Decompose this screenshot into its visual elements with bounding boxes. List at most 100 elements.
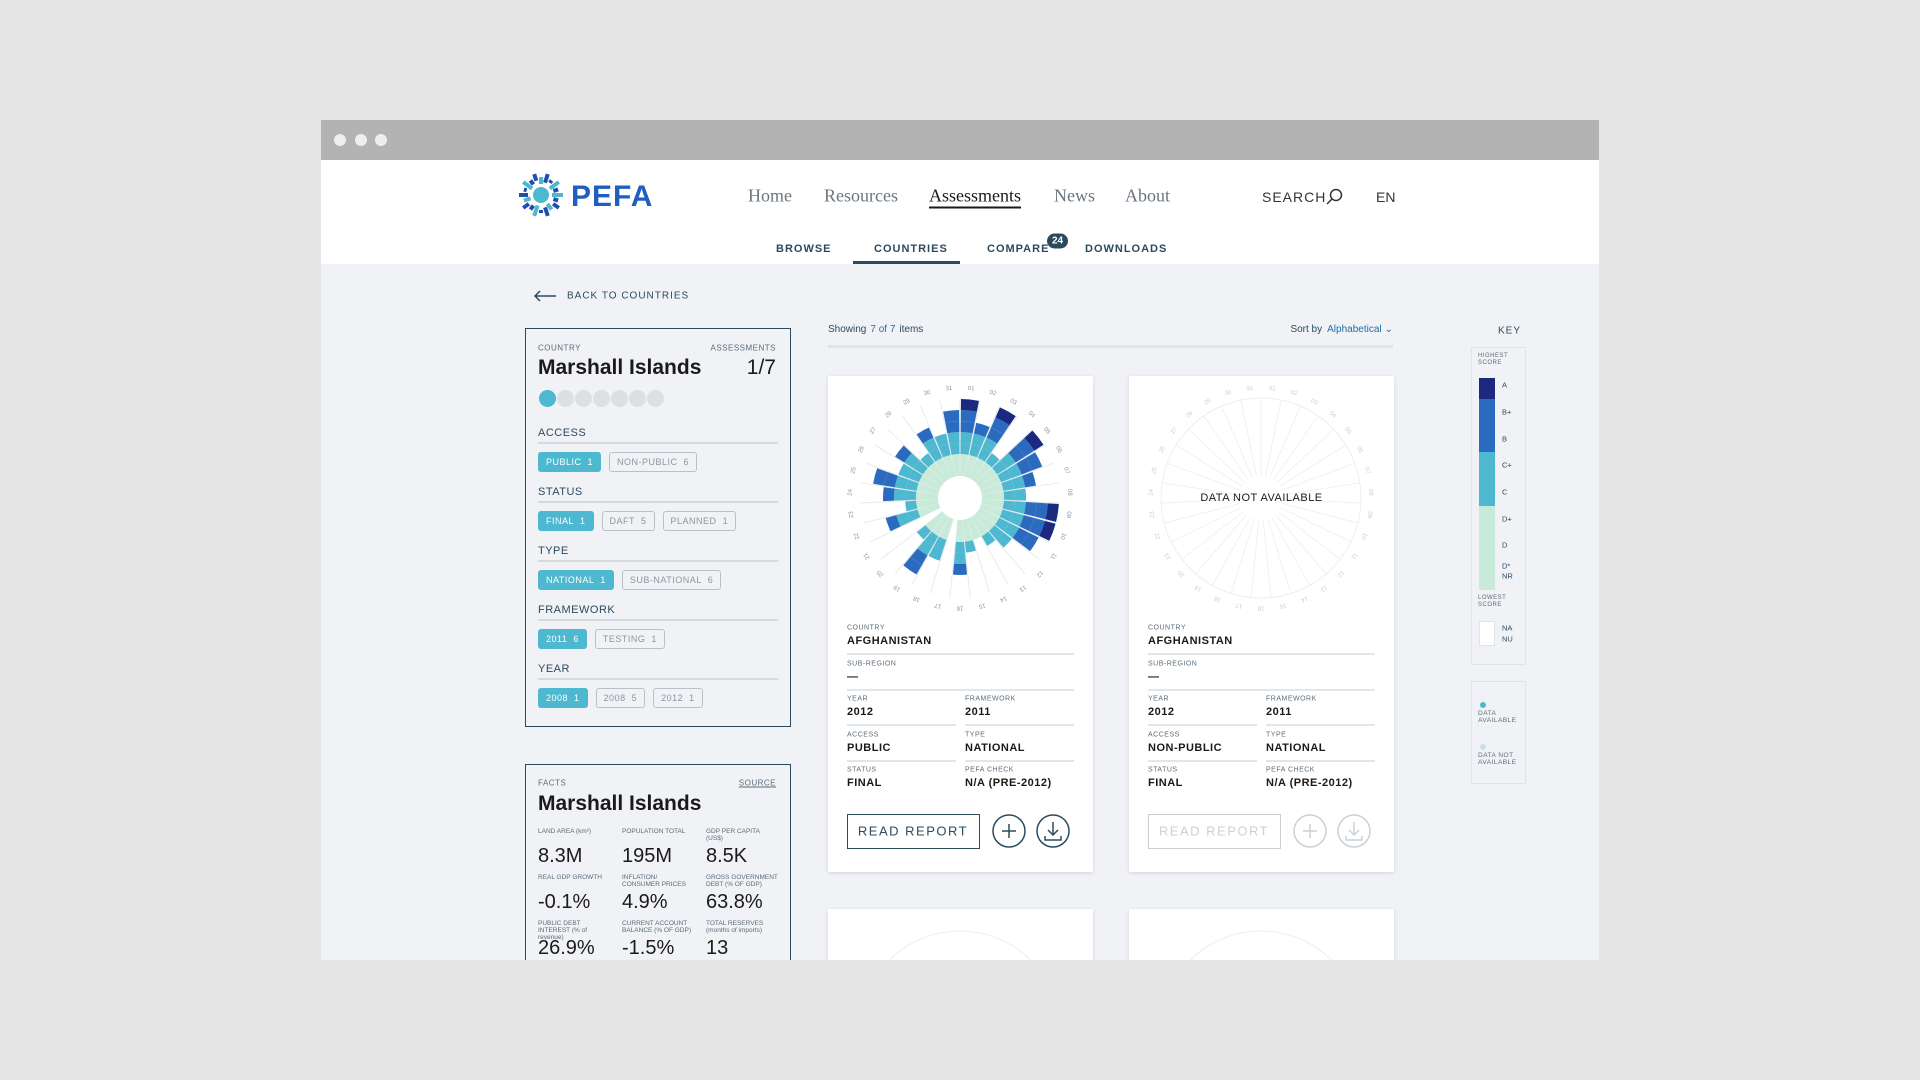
filter-chip[interactable]: TESTING 1 xyxy=(594,629,665,649)
nav-link[interactable]: Home xyxy=(748,185,792,206)
assessment-dot[interactable] xyxy=(611,390,628,407)
subnav-link[interactable]: COUNTRIES xyxy=(874,243,948,255)
back-arrow[interactable] xyxy=(533,290,557,302)
spoke-label: 18 xyxy=(912,594,921,602)
wedge-band xyxy=(1034,502,1048,520)
filter-chip[interactable]: NATIONAL 1 xyxy=(538,570,614,590)
sort[interactable]: Sort by Alphabetical ⌄ xyxy=(1271,324,1393,335)
filter-title: YEAR xyxy=(538,663,570,675)
chip-label: FINAL xyxy=(546,516,575,526)
assessment-dot[interactable] xyxy=(557,390,574,407)
divider xyxy=(538,442,778,444)
field-label: PEFA CHECK xyxy=(965,766,1014,774)
score-wedge xyxy=(972,453,1000,483)
download-button[interactable] xyxy=(1035,813,1071,849)
wedge-band xyxy=(898,463,914,479)
fact-value: 8.5K xyxy=(706,845,748,867)
nav-link[interactable]: Resources xyxy=(824,185,898,206)
wedge-band xyxy=(1011,475,1026,490)
wedge-band xyxy=(947,465,956,478)
download-button[interactable] xyxy=(1336,813,1372,849)
nav-link[interactable]: Assessments xyxy=(929,184,1022,209)
read-report-button[interactable]: READ REPORT xyxy=(847,814,980,849)
assessment-dot[interactable] xyxy=(593,390,610,407)
filter-chip[interactable]: DAFT 5 xyxy=(601,511,655,531)
wedge-band xyxy=(971,433,986,448)
assessment-card: 01 02 03 04 05 06 07 08 09 10 11 12 13 14 15 16 17 18 19 20… xyxy=(1129,376,1394,872)
chip-count: 1 xyxy=(587,457,594,467)
assessment-dot[interactable] xyxy=(575,390,592,407)
no-data-message: DATA NOT AVAILABLE xyxy=(1200,492,1323,504)
chip-label: PLANNED xyxy=(670,516,717,526)
wedge-band xyxy=(1014,488,1027,501)
wedge-band xyxy=(997,469,1012,483)
read-report-button[interactable]: READ REPORT xyxy=(1148,814,1281,849)
legend-panel: DATA AVAILABLE DATA NOT AVAILABLE xyxy=(1471,681,1526,784)
wedge-band xyxy=(910,548,928,565)
source-link[interactable]: SOURCE xyxy=(738,778,776,788)
filter-chip[interactable]: FINAL 1 xyxy=(538,511,594,531)
fact-value: 13 xyxy=(706,937,729,959)
wedge-band xyxy=(972,471,984,483)
compare-button[interactable] xyxy=(1292,813,1328,849)
field-label: YEAR xyxy=(847,695,869,703)
filter-chip[interactable]: 2008 1 xyxy=(538,688,588,708)
compare-button[interactable] xyxy=(991,813,1027,849)
search-link[interactable]: SEARCH xyxy=(1262,189,1327,205)
wedge-band xyxy=(991,417,1010,435)
nav-link[interactable]: About xyxy=(1125,185,1170,206)
search-icon[interactable] xyxy=(1325,188,1343,206)
back-link[interactable]: BACK TO COUNTRIES xyxy=(567,290,690,302)
spoke-line xyxy=(929,518,954,594)
spoke-line xyxy=(887,428,945,484)
assessment-dot[interactable] xyxy=(539,390,556,407)
spoke-line xyxy=(1175,444,1243,487)
chip-count: 6 xyxy=(573,634,579,644)
language[interactable]: EN xyxy=(1376,189,1396,205)
divider xyxy=(538,619,778,621)
divider xyxy=(1266,760,1375,762)
spoke-line xyxy=(1282,498,1361,504)
spoke-label: 08 xyxy=(1066,489,1072,497)
divider xyxy=(965,724,1074,726)
subnav-link[interactable]: BROWSE xyxy=(776,243,832,255)
logo-core xyxy=(533,187,549,203)
filter-chip[interactable]: PLANNED 1 xyxy=(662,511,737,531)
wedge-band xyxy=(928,503,941,513)
subnav-link[interactable]: DOWNLOADS xyxy=(1085,243,1168,255)
filter-chip[interactable]: SUB-NATIONAL 6 xyxy=(621,570,722,590)
filter-chip[interactable]: 2012 1 xyxy=(653,688,703,708)
spoke-line xyxy=(979,507,1050,543)
wedge-band xyxy=(905,490,917,501)
wedge-band xyxy=(1024,502,1037,517)
key-swatch xyxy=(1479,505,1495,532)
score-wedge xyxy=(980,471,1036,495)
spoke-label: 21 xyxy=(1163,551,1172,560)
divider xyxy=(1148,653,1375,655)
filter-chip[interactable]: NON-PUBLIC 6 xyxy=(609,452,698,472)
results-rule xyxy=(828,345,1393,348)
nav-link[interactable]: News xyxy=(1054,185,1095,206)
facts-label: FACTS xyxy=(538,778,567,788)
score-wedge xyxy=(962,519,976,553)
arrow xyxy=(533,290,556,302)
wedge-band xyxy=(977,507,990,518)
divider xyxy=(965,760,1074,762)
spoke-label: 05 xyxy=(1343,427,1352,436)
legend-dot xyxy=(1480,702,1486,708)
logo-ray xyxy=(523,187,528,193)
subnav-link[interactable]: COMPARE xyxy=(987,243,1050,255)
assessment-dot[interactable] xyxy=(647,390,664,407)
fact-label: REAL GDP GROWTH xyxy=(538,874,602,881)
filter-chip[interactable]: 2011 6 xyxy=(538,629,587,649)
assessment-dot[interactable] xyxy=(629,390,646,407)
spoke-label: 07 xyxy=(1363,467,1371,476)
wedge-band xyxy=(992,491,1004,500)
wedge-band xyxy=(969,444,982,458)
wedge-band xyxy=(895,445,912,463)
filter-chip[interactable]: PUBLIC 1 xyxy=(538,452,602,472)
grade-label: C xyxy=(1502,487,1508,497)
spoke-label: 30 xyxy=(1224,390,1233,398)
spoke-line xyxy=(1250,519,1260,598)
filter-chip[interactable]: 2008 5 xyxy=(595,688,646,708)
